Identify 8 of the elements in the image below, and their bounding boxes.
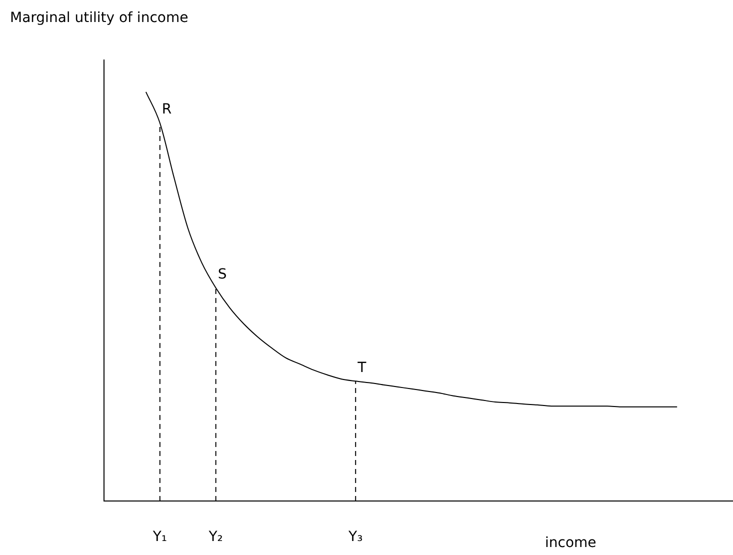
x-axis-title: income (545, 535, 596, 551)
y-axis-title: Marginal utility of income (10, 10, 188, 26)
annotation: T (356, 360, 367, 376)
annotation: R (162, 102, 172, 118)
annotation: S (218, 266, 227, 283)
x-tick-label: Y₃ (348, 529, 363, 546)
x-tick-label: Y₁ (152, 529, 167, 546)
x-tick-label: Y₂ (208, 529, 223, 546)
